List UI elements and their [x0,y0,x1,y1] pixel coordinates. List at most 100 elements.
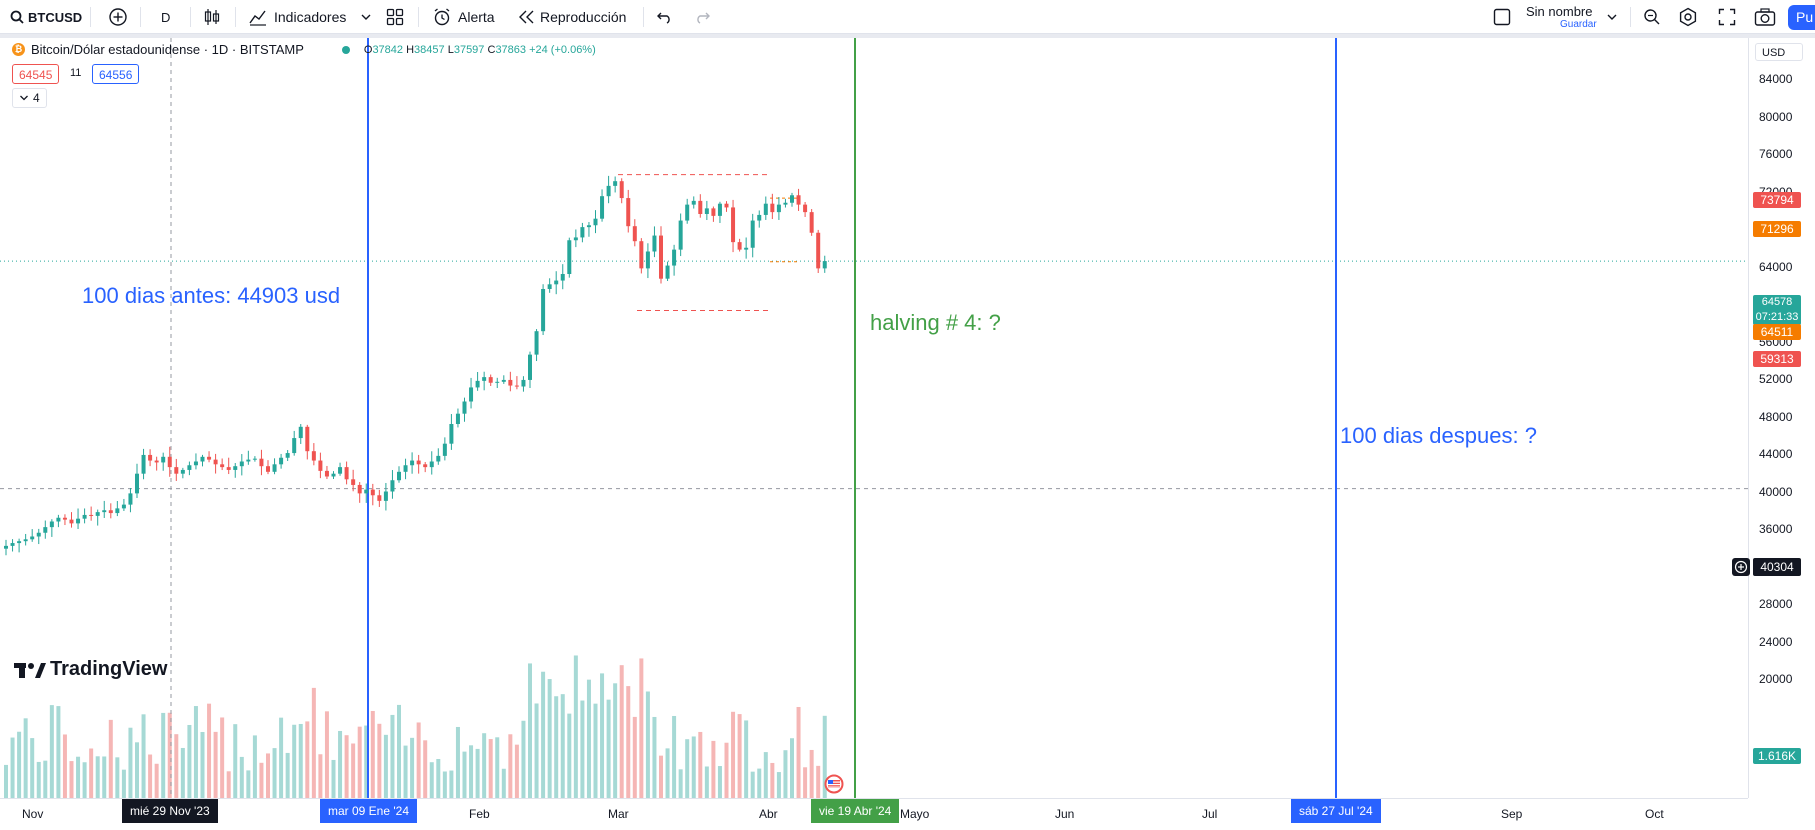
symbol-title[interactable]: Bitcoin/Dólar estadounidense · 1D · BITS… [31,42,304,57]
layout-name-button[interactable]: Sin nombre Guardar [1526,4,1616,30]
snapshot-button[interactable] [1754,0,1776,34]
volume-bar [763,752,768,798]
volume-bar [364,725,369,798]
collapse-count: 4 [33,91,40,105]
candle-body [803,204,808,213]
volume-bar [246,770,251,798]
candle-body [580,227,585,238]
interval-button[interactable]: D [161,9,171,25]
candlestick-chart[interactable] [0,38,1748,798]
candle-body [364,489,369,494]
annotation-halving[interactable]: halving # 4: ? [870,310,1001,335]
candle-body [665,265,670,279]
candle-body [482,377,487,381]
publish-button[interactable]: Pu [1788,5,1815,30]
volume-bar [213,731,218,798]
alarm-clock-icon [434,8,450,26]
candle-body [790,195,794,203]
candle-body [547,284,552,289]
volume-bar [115,757,120,798]
candle-body [626,198,631,227]
candle-body [23,539,28,542]
buy-price-button[interactable]: 64556 [92,64,140,84]
chart-pane[interactable]: ₿ Bitcoin/Dólar estadounidense · 1D · BI… [0,38,1748,798]
candle-body [377,495,382,501]
volume-bar [691,736,696,798]
symbol-search-button[interactable]: BTCUSD [10,0,82,34]
fullscreen-button[interactable] [1718,0,1736,34]
volume-bar [534,703,539,798]
candle-body [266,466,270,472]
volume-bar [442,771,447,798]
candle-body [141,454,146,474]
top-toolbar: BTCUSD D Indicadores Alerta Reproducción… [0,0,1815,34]
volume-bar [351,743,356,798]
candle-body [809,212,814,233]
volume-bar [252,735,257,798]
candle-body [397,471,401,481]
candle-body [796,195,801,205]
candle-body [632,226,637,242]
candle-body [678,220,683,250]
volume-bar [239,756,244,798]
candle-body [763,203,768,215]
low-price-badge: 59313 [1753,351,1801,367]
change-value: +24 (+0.06%) [529,43,596,56]
volume-bar [56,706,61,798]
candle-body [770,203,775,213]
candle-body [298,426,303,439]
volume-bar [573,655,578,798]
candles [4,175,827,556]
indicators-collapse-button[interactable]: 4 [12,88,47,108]
sell-price-button[interactable]: 64545 [12,64,60,84]
templates-button[interactable] [386,0,404,34]
currency-selector[interactable]: USD [1755,43,1803,61]
time-label-feb: Feb [469,807,490,821]
compare-button[interactable] [108,0,128,34]
candle-body [305,426,310,452]
volume-bar [141,714,146,798]
price-tick-label: 48000 [1759,409,1793,424]
candle-body [279,457,284,465]
layout-checkbox[interactable] [1493,0,1511,34]
undo-button[interactable] [656,0,674,34]
tradingview-logo[interactable]: TradingView [14,658,167,681]
annotation-after[interactable]: 100 dias despues: ? [1340,423,1537,448]
annotation-before[interactable]: 100 dias antes: 44903 usd [82,283,341,308]
indicators-button[interactable]: Indicadores [248,0,372,34]
candle-body [410,460,415,466]
redo-button[interactable] [693,0,711,34]
volume-bar [757,768,762,798]
volume-bar [521,720,526,798]
volume-bar [36,761,41,798]
replay-label: Reproducción [540,9,627,25]
candle-body [724,203,729,208]
replay-button[interactable]: Reproducción [518,0,626,34]
quick-search-button[interactable] [1642,0,1662,34]
candle-body [613,181,618,186]
layout-menu-button[interactable] [1606,0,1618,34]
volume-bar [469,745,474,798]
volume-bar [298,723,303,798]
market-open-dot-icon [341,45,350,54]
brand-name: TradingView [50,658,168,680]
candle-body [220,464,225,468]
volume-bar [174,734,179,798]
price-axis[interactable]: USD 840008000076000720006800064000600005… [1748,38,1815,798]
candle-body [285,453,290,458]
candle-body [252,458,257,460]
candle-body [338,467,343,474]
chart-type-button[interactable] [202,0,222,34]
settings-button[interactable] [1678,0,1698,34]
toolbar-divider [1630,7,1631,27]
volume-bar [731,711,736,798]
time-label-abr: Abr [759,807,778,821]
economic-event-marker[interactable] [821,774,847,794]
volume-bar [272,748,277,798]
alert-button[interactable]: Alerta [432,0,495,34]
candle-body [10,543,15,546]
add-price-level-button[interactable] [1732,558,1750,576]
candle-body [573,237,578,241]
volume-bar [639,658,644,798]
volume-bar [69,761,74,798]
